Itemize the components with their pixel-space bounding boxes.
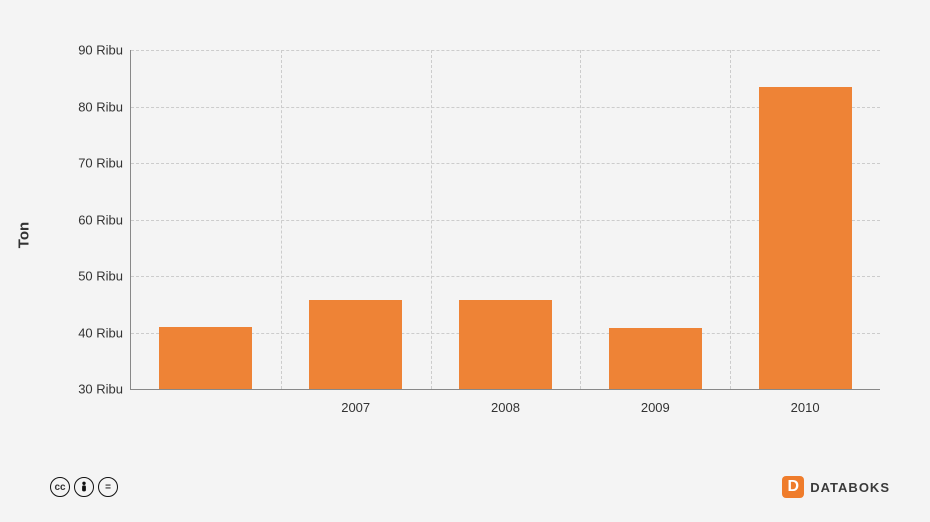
- cc-icon: cc: [50, 477, 70, 497]
- x-tick-label: 2007: [341, 400, 370, 415]
- bar-chart: Ton 30 Ribu40 Ribu50 Ribu60 Ribu70 Ribu8…: [60, 40, 890, 430]
- bar: [609, 328, 702, 389]
- bar: [459, 300, 552, 389]
- brand-text: DATABOKS: [810, 480, 890, 495]
- gridline-v: [281, 50, 282, 389]
- y-tick-label: 70 Ribu: [68, 156, 123, 171]
- y-tick-label: 50 Ribu: [68, 269, 123, 284]
- x-tick-label: 2010: [791, 400, 820, 415]
- y-axis-label: Ton: [16, 222, 33, 248]
- gridline-v: [431, 50, 432, 389]
- y-tick-label: 30 Ribu: [68, 382, 123, 397]
- stage: Ton 30 Ribu40 Ribu50 Ribu60 Ribu70 Ribu8…: [0, 0, 930, 522]
- x-tick-label: 2009: [641, 400, 670, 415]
- x-tick-label: 2008: [491, 400, 520, 415]
- bar: [159, 327, 252, 389]
- license-icons: cc =: [50, 477, 118, 497]
- nd-icon: =: [98, 477, 118, 497]
- brand-logo-icon: D: [782, 476, 804, 498]
- y-tick-label: 80 Ribu: [68, 99, 123, 114]
- gridline-v: [730, 50, 731, 389]
- plot-area: 30 Ribu40 Ribu50 Ribu60 Ribu70 Ribu80 Ri…: [130, 50, 880, 390]
- y-tick-label: 90 Ribu: [68, 43, 123, 58]
- gridline-v: [580, 50, 581, 389]
- by-icon: [74, 477, 94, 497]
- y-tick-label: 60 Ribu: [68, 212, 123, 227]
- bar: [759, 87, 852, 389]
- footer: cc = D DATABOKS: [50, 472, 890, 502]
- bar: [309, 300, 402, 389]
- brand: D DATABOKS: [782, 476, 890, 498]
- y-tick-label: 40 Ribu: [68, 325, 123, 340]
- gridline-h: [131, 50, 880, 51]
